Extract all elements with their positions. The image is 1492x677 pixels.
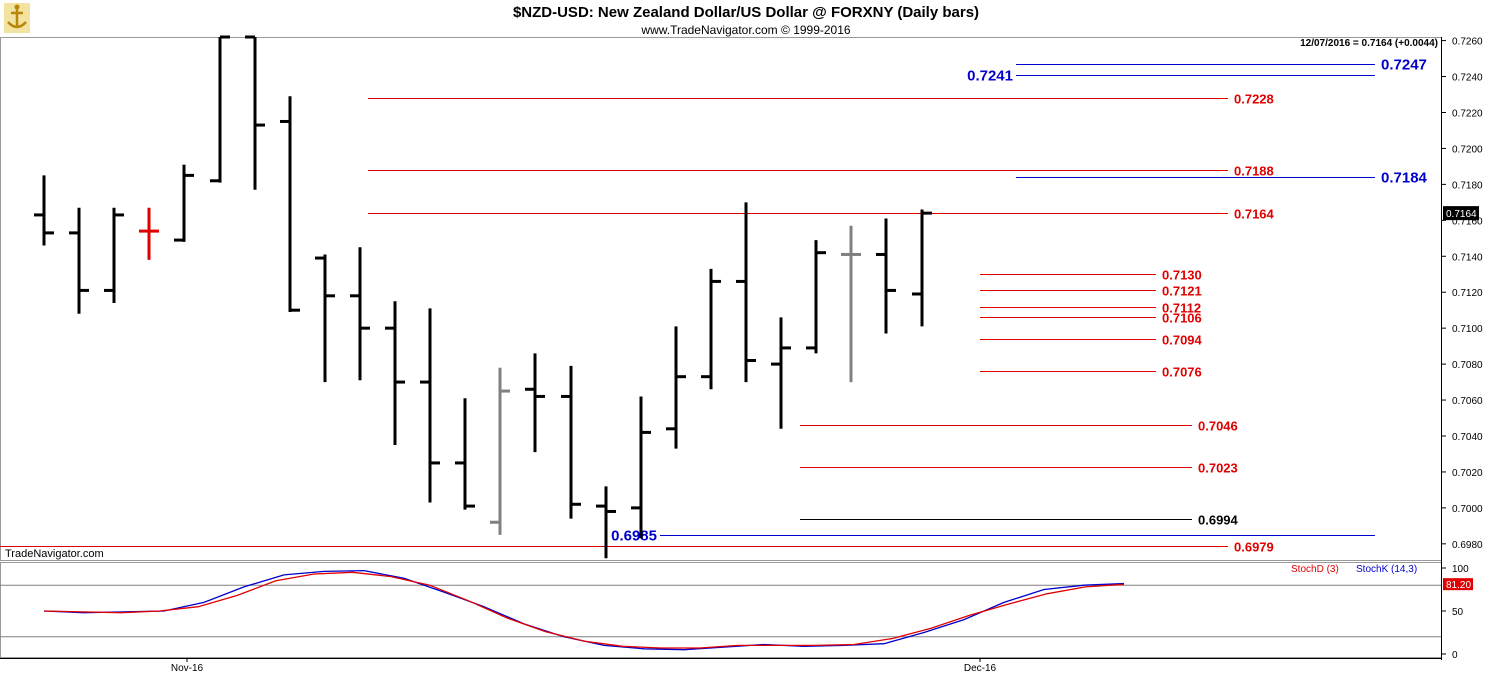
ohlc-bar bbox=[912, 209, 932, 327]
ohlc-bar bbox=[174, 164, 194, 242]
ohlc-bar bbox=[596, 486, 616, 559]
stoch-panel-frame bbox=[0, 562, 1442, 658]
tradenavigator-anchor-logo bbox=[4, 3, 30, 33]
level-label: 0.7112 bbox=[1162, 301, 1201, 316]
ohlc-bar bbox=[525, 353, 545, 453]
last-quote-label: 12/07/2016 = 0.7164 (+0.0044) bbox=[1300, 38, 1438, 49]
stoch-d-line bbox=[43, 571, 1125, 649]
ohlc-bar bbox=[245, 35, 265, 190]
levels-layer: 0.7247 0.7241 0.7228 0.7188 0.7184 0.7164 0.71… bbox=[0, 57, 1428, 555]
y-tick-label: 0.7220 bbox=[1452, 108, 1483, 119]
level-label: 0.7106 bbox=[1162, 311, 1202, 326]
chart-title: $NZD-USD: New Zealand Dollar/US Dollar @… bbox=[512, 4, 980, 21]
level-label: 0.7188 bbox=[1234, 164, 1274, 179]
y-tick-label: 0.7200 bbox=[1452, 144, 1483, 155]
ohlc-bar bbox=[210, 35, 230, 183]
stoch-tick-label: 50 bbox=[1452, 607, 1464, 618]
level-label: 0.7076 bbox=[1162, 365, 1202, 380]
ohlc-bar bbox=[841, 225, 861, 383]
level-label: 0.7121 bbox=[1162, 284, 1202, 299]
stoch-tick-label: 100 bbox=[1452, 564, 1469, 575]
level-label: 0.7228 bbox=[1234, 92, 1274, 107]
x-tick-label: Dec-16 bbox=[964, 663, 997, 674]
ohlc-bar bbox=[315, 254, 335, 383]
y-tick-label: 0.7060 bbox=[1452, 396, 1483, 407]
ohlc-bar bbox=[420, 308, 440, 503]
watermark-label: TradeNavigator.com bbox=[5, 548, 104, 560]
y-tick-label: 0.7080 bbox=[1452, 360, 1483, 371]
y-axis-ticks: 0.6980 0.7000 0.7020 0.7040 0.7060 0.7080 0.71… bbox=[1441, 37, 1483, 551]
ohlc-bar bbox=[490, 367, 510, 535]
y-tick-label: 0.7140 bbox=[1452, 252, 1483, 263]
ohlc-bar bbox=[455, 398, 475, 510]
stochastic-layer: 0 50 100 StochD (3) StochK (14,3) 81.20 bbox=[0, 564, 1473, 661]
ohlc-bar bbox=[280, 96, 300, 312]
level-label: 0.7164 bbox=[1234, 207, 1275, 222]
level-label: 0.7247 bbox=[1381, 57, 1427, 74]
ohlc-bar bbox=[350, 247, 370, 381]
y-tick-label: 0.7100 bbox=[1452, 324, 1483, 335]
ohlc-bar bbox=[104, 207, 124, 303]
legend-stochk: StochK (14,3) bbox=[1356, 564, 1417, 575]
ohlc-bar bbox=[561, 365, 581, 519]
price-panel-frame bbox=[0, 37, 1442, 561]
level-label: 0.7184 bbox=[1381, 170, 1428, 187]
stoch-value-label: 81.20 bbox=[1446, 580, 1471, 591]
ohlc-bar bbox=[806, 240, 826, 354]
level-label: 0.7130 bbox=[1162, 268, 1202, 283]
level-label: 0.7094 bbox=[1162, 333, 1203, 348]
y-tick-label: 0.7180 bbox=[1452, 180, 1483, 191]
price-badge-label: 0.7164 bbox=[1446, 209, 1477, 220]
level-label: 0.6985 bbox=[611, 528, 657, 545]
y-tick-label: 0.6980 bbox=[1452, 540, 1483, 551]
y-tick-label: 0.7240 bbox=[1452, 73, 1483, 84]
ohlc-bar bbox=[69, 207, 89, 314]
ohlc-bars-layer bbox=[34, 35, 932, 559]
chart-subtitle: www.TradeNavigator.com © 1999-2016 bbox=[641, 23, 851, 37]
level-label: 0.6994 bbox=[1198, 513, 1239, 528]
ohlc-bar bbox=[631, 396, 651, 539]
level-label: 0.7241 bbox=[967, 68, 1013, 85]
y-tick-label: 0.7260 bbox=[1452, 37, 1483, 48]
ohlc-bar bbox=[139, 207, 159, 260]
x-tick-label: Nov-16 bbox=[171, 663, 204, 674]
ohlc-bar bbox=[666, 326, 686, 449]
y-tick-label: 0.7120 bbox=[1452, 288, 1483, 299]
stoch-value-badge bbox=[1443, 578, 1473, 591]
ohlc-bar bbox=[736, 202, 756, 383]
y-tick-label: 0.7000 bbox=[1452, 504, 1483, 515]
ohlc-bar bbox=[701, 268, 721, 390]
y-tick-label: 0.7040 bbox=[1452, 432, 1483, 443]
ohlc-bar bbox=[771, 317, 791, 429]
legend-stochd: StochD (3) bbox=[1291, 564, 1339, 575]
price-badge bbox=[1443, 206, 1479, 221]
y-tick-label: 0.7020 bbox=[1452, 468, 1483, 479]
y-tick-label: 0.7160 bbox=[1452, 216, 1483, 227]
x-axis-ticks: Nov-16 Dec-16 bbox=[171, 658, 997, 674]
ohlc-bar bbox=[385, 301, 405, 445]
level-label: 0.6979 bbox=[1234, 540, 1274, 555]
stoch-tick-label: 0 bbox=[1452, 650, 1458, 661]
level-label: 0.7046 bbox=[1198, 419, 1238, 434]
ohlc-bar bbox=[34, 175, 54, 246]
ohlc-bar bbox=[876, 218, 896, 334]
level-label: 0.7023 bbox=[1198, 461, 1238, 476]
stoch-k-line bbox=[43, 569, 1125, 651]
